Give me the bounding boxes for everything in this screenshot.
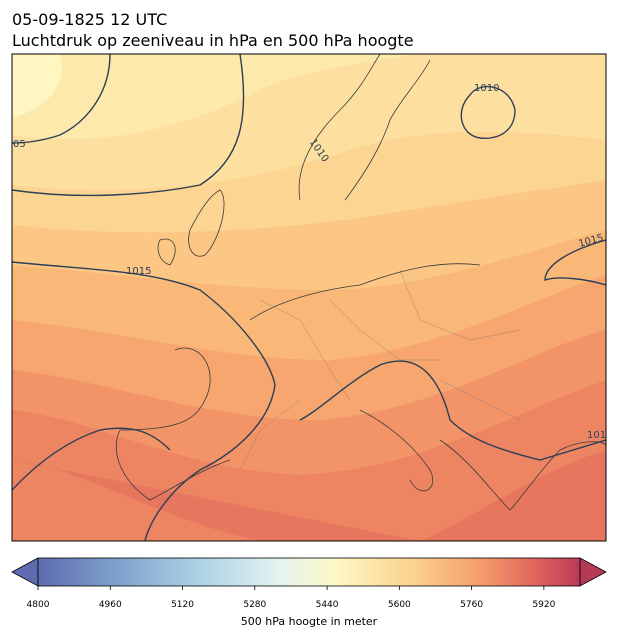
map-frame — [11, 53, 607, 542]
contour-label: 101 — [587, 430, 606, 441]
isobar — [299, 360, 606, 461]
contour-label: 1015 — [126, 266, 151, 277]
isobar — [12, 261, 276, 541]
isobar — [12, 54, 245, 197]
colorbar-tick-label: 4960 — [99, 600, 122, 610]
coastline — [115, 54, 606, 511]
colorbar-tick-label: 5600 — [388, 600, 411, 610]
isobar — [544, 239, 606, 286]
colorbar-tick-label: 5760 — [460, 600, 483, 610]
borders — [239, 269, 521, 471]
colorbar-label: 500 hPa hoogte in meter — [241, 615, 378, 628]
band — [12, 450, 606, 541]
contour-label: 05 — [13, 139, 26, 150]
colorbar-extend — [11, 557, 39, 587]
colorbar-tick-label: 5120 — [171, 600, 194, 610]
isobar — [12, 427, 171, 491]
colorbar-tick-label: 5440 — [316, 600, 339, 610]
map — [12, 54, 606, 541]
isobar — [12, 54, 111, 144]
colorbar-tick-label: 4800 — [27, 600, 50, 610]
subtitle: Luchtdruk op zeeniveau in hPa en 500 hPa… — [12, 31, 414, 50]
colorbar — [11, 557, 607, 587]
colorbar-tick-label: 5920 — [532, 600, 555, 610]
title: 05-09-1825 12 UTC — [12, 10, 167, 29]
colorbar-tick-label: 5280 — [243, 600, 266, 610]
contour-label: 1010 — [474, 83, 499, 94]
colorbar-body — [37, 557, 581, 587]
colorbar-extend — [579, 557, 607, 587]
isobar — [460, 85, 516, 139]
